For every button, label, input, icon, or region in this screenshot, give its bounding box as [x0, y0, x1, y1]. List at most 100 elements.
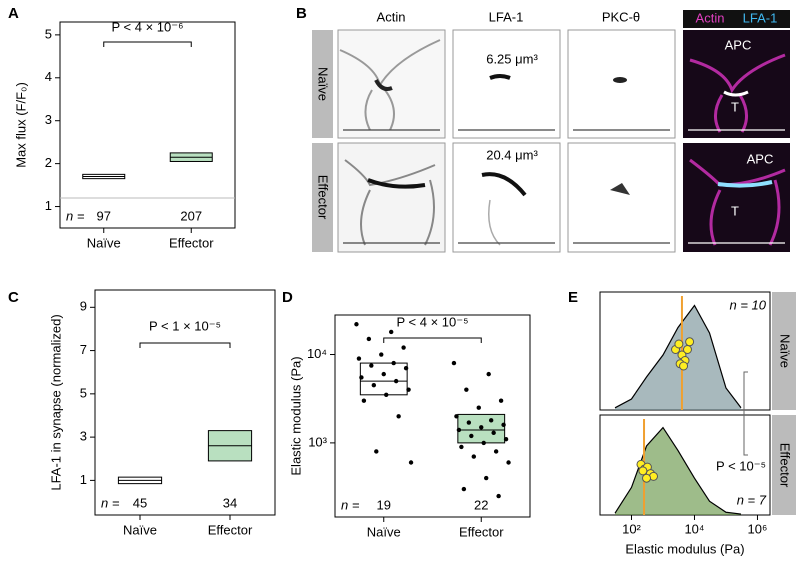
x-tick-label: 10⁴ — [684, 521, 704, 536]
data-point — [379, 352, 384, 357]
data-point — [369, 363, 374, 368]
data-point — [403, 366, 409, 371]
y-axis-label: Max flux (F/F₀) — [13, 82, 28, 168]
data-point — [479, 425, 484, 430]
data-point — [481, 440, 486, 446]
data-point — [488, 418, 494, 423]
data-point — [471, 454, 477, 459]
x-tick-label: 10² — [622, 521, 641, 536]
annotation: P < 4 × 10⁻⁶ — [112, 19, 184, 34]
data-point — [451, 360, 457, 366]
density-line — [614, 304, 742, 409]
n-value: 207 — [180, 208, 202, 223]
y-tick-label: 3 — [45, 112, 52, 127]
y-tick-label: 9 — [80, 299, 87, 314]
row-tab — [772, 292, 796, 410]
data-point — [498, 398, 504, 403]
sample-point — [685, 337, 695, 347]
micrographs — [337, 29, 790, 253]
y-tick-label: 5 — [45, 26, 52, 41]
merge-header-bg — [683, 10, 790, 28]
data-point — [464, 387, 469, 392]
n-value: 45 — [133, 495, 147, 510]
row-label: Naïve — [316, 67, 331, 101]
bracket — [103, 41, 192, 47]
data-point — [396, 414, 401, 419]
x-tick-label: Effector — [208, 522, 253, 537]
data-point — [476, 405, 481, 410]
row-label: Naïve — [778, 334, 793, 368]
y-tick-label: 5 — [80, 385, 87, 400]
data-point — [496, 493, 501, 499]
data-point — [466, 420, 472, 425]
merge-header: LFA-1 — [743, 10, 778, 25]
data-point — [461, 486, 467, 492]
row-tab — [772, 415, 796, 515]
plot-frame — [59, 21, 236, 229]
y-tick-label: 3 — [80, 429, 87, 444]
data-point — [406, 387, 411, 392]
cell-label: T — [731, 99, 739, 114]
x-tick-label: Effector — [459, 524, 504, 539]
data-point — [356, 356, 362, 361]
density-area — [615, 305, 742, 410]
row-tab — [312, 143, 333, 252]
row-tab — [312, 30, 333, 138]
y-axis-label: Elastic modulus (Pa) — [288, 356, 303, 475]
row-label: Effector — [316, 175, 331, 220]
data-point — [371, 382, 377, 388]
density-area — [615, 427, 742, 515]
data-point — [381, 371, 386, 377]
cell-label: T — [731, 203, 739, 218]
data-point — [384, 392, 389, 398]
panel-label: C — [8, 289, 19, 306]
volume-label: 20.4 μm³ — [486, 147, 538, 162]
n-label: n = — [101, 495, 120, 510]
sample-point — [638, 466, 648, 476]
panel-label: D — [282, 289, 293, 306]
data-point — [401, 345, 406, 350]
x-tick-label: Naïve — [87, 235, 121, 250]
y-tick-label: 1 — [45, 198, 52, 213]
sample-point — [682, 345, 692, 354]
data-point — [503, 437, 509, 442]
bracket — [383, 337, 482, 343]
n-label: n = — [66, 208, 85, 223]
annotation: P < 4 × 10⁻⁵ — [396, 314, 468, 329]
bracket — [743, 371, 748, 456]
box — [359, 362, 408, 396]
n-value: 34 — [223, 495, 237, 510]
panel-label: E — [568, 289, 578, 306]
data-point — [459, 444, 464, 450]
data-point — [361, 398, 367, 403]
y-tick-label: 2 — [45, 155, 52, 170]
x-tick-label: 10⁶ — [748, 521, 768, 536]
data-point — [506, 460, 511, 465]
data-point — [393, 378, 399, 384]
panel-label: A — [8, 5, 19, 22]
data-point — [469, 433, 474, 439]
data-point — [388, 329, 394, 335]
y-tick-label: 1 — [80, 472, 87, 487]
data-point — [491, 430, 496, 436]
merge-header: Actin — [696, 10, 725, 25]
bracket — [139, 342, 231, 348]
y-tick-label: 10⁴ — [307, 346, 327, 361]
y-tick-label: 10³ — [308, 434, 327, 449]
data-point — [366, 336, 372, 342]
x-tick-label: Effector — [169, 235, 214, 250]
annotation: P < 1 × 10⁻⁵ — [149, 318, 221, 333]
cell-label: APC — [725, 37, 752, 52]
sample-point — [679, 361, 689, 371]
sample-point — [674, 339, 684, 349]
x-axis-label: Elastic modulus (Pa) — [625, 541, 744, 556]
n-value: 22 — [474, 497, 488, 512]
x-tick-label: Naïve — [123, 522, 157, 537]
sample-point — [642, 473, 652, 483]
y-tick-label: 4 — [45, 69, 52, 84]
data-point — [374, 449, 379, 454]
density-line — [614, 426, 742, 515]
data-point — [354, 322, 359, 327]
cell-label: APC — [747, 151, 774, 166]
data-point — [484, 475, 489, 481]
